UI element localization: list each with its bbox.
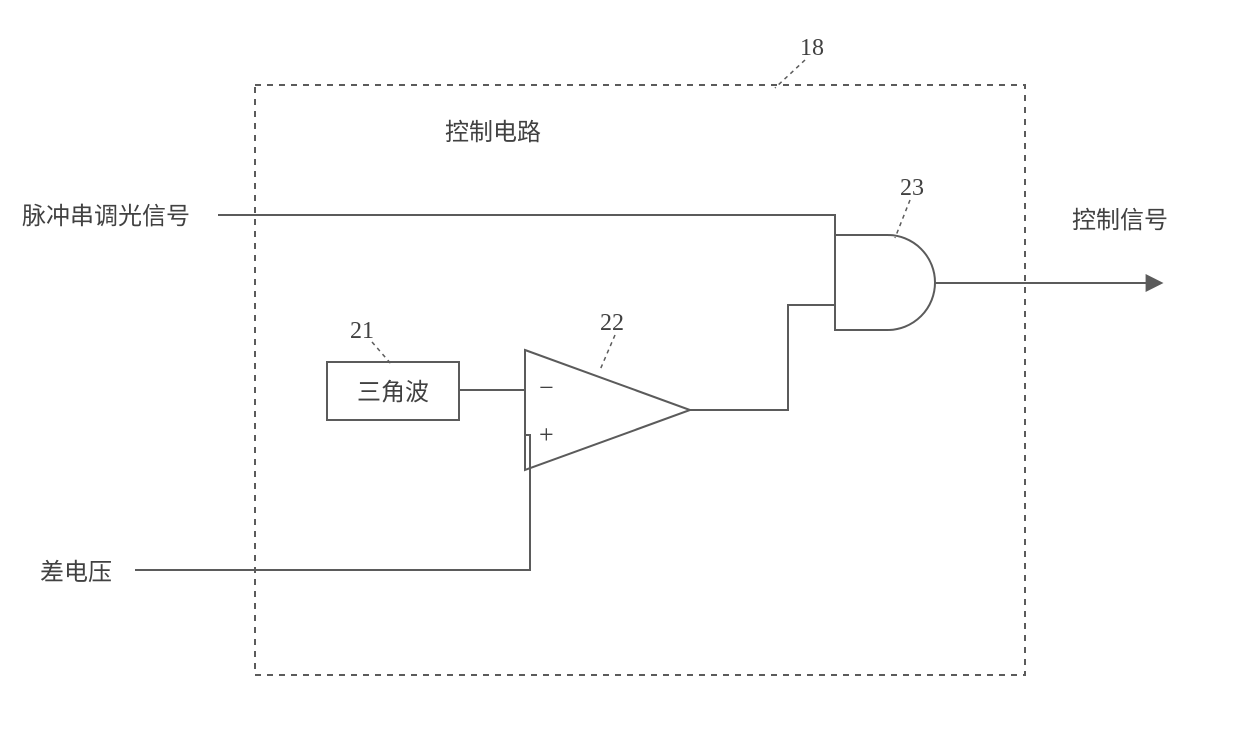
comparator: [525, 350, 690, 470]
wire-diff-to-comp: [135, 435, 530, 570]
ref-21: 21: [350, 318, 374, 344]
wire-comp-to-and: [690, 305, 835, 410]
block-title: 控制电路: [445, 119, 541, 146]
triangle-wave-label: 三角波: [357, 379, 429, 406]
output-label: 控制信号: [1072, 207, 1168, 234]
comparator-minus: −: [539, 373, 554, 402]
wire-burst-to-and: [218, 215, 835, 260]
comparator-plus: +: [539, 420, 554, 449]
ref-23-leader: [895, 200, 910, 238]
input-top-label: 脉冲串调光信号: [22, 203, 190, 230]
input-bottom-label: 差电压: [40, 559, 112, 586]
ref-22: 22: [600, 310, 624, 336]
ref-23: 23: [900, 175, 924, 201]
ref-18: 18: [800, 35, 824, 61]
ref-22-leader: [600, 335, 615, 370]
ref-18-leader: [775, 60, 805, 88]
and-gate: [835, 235, 935, 330]
